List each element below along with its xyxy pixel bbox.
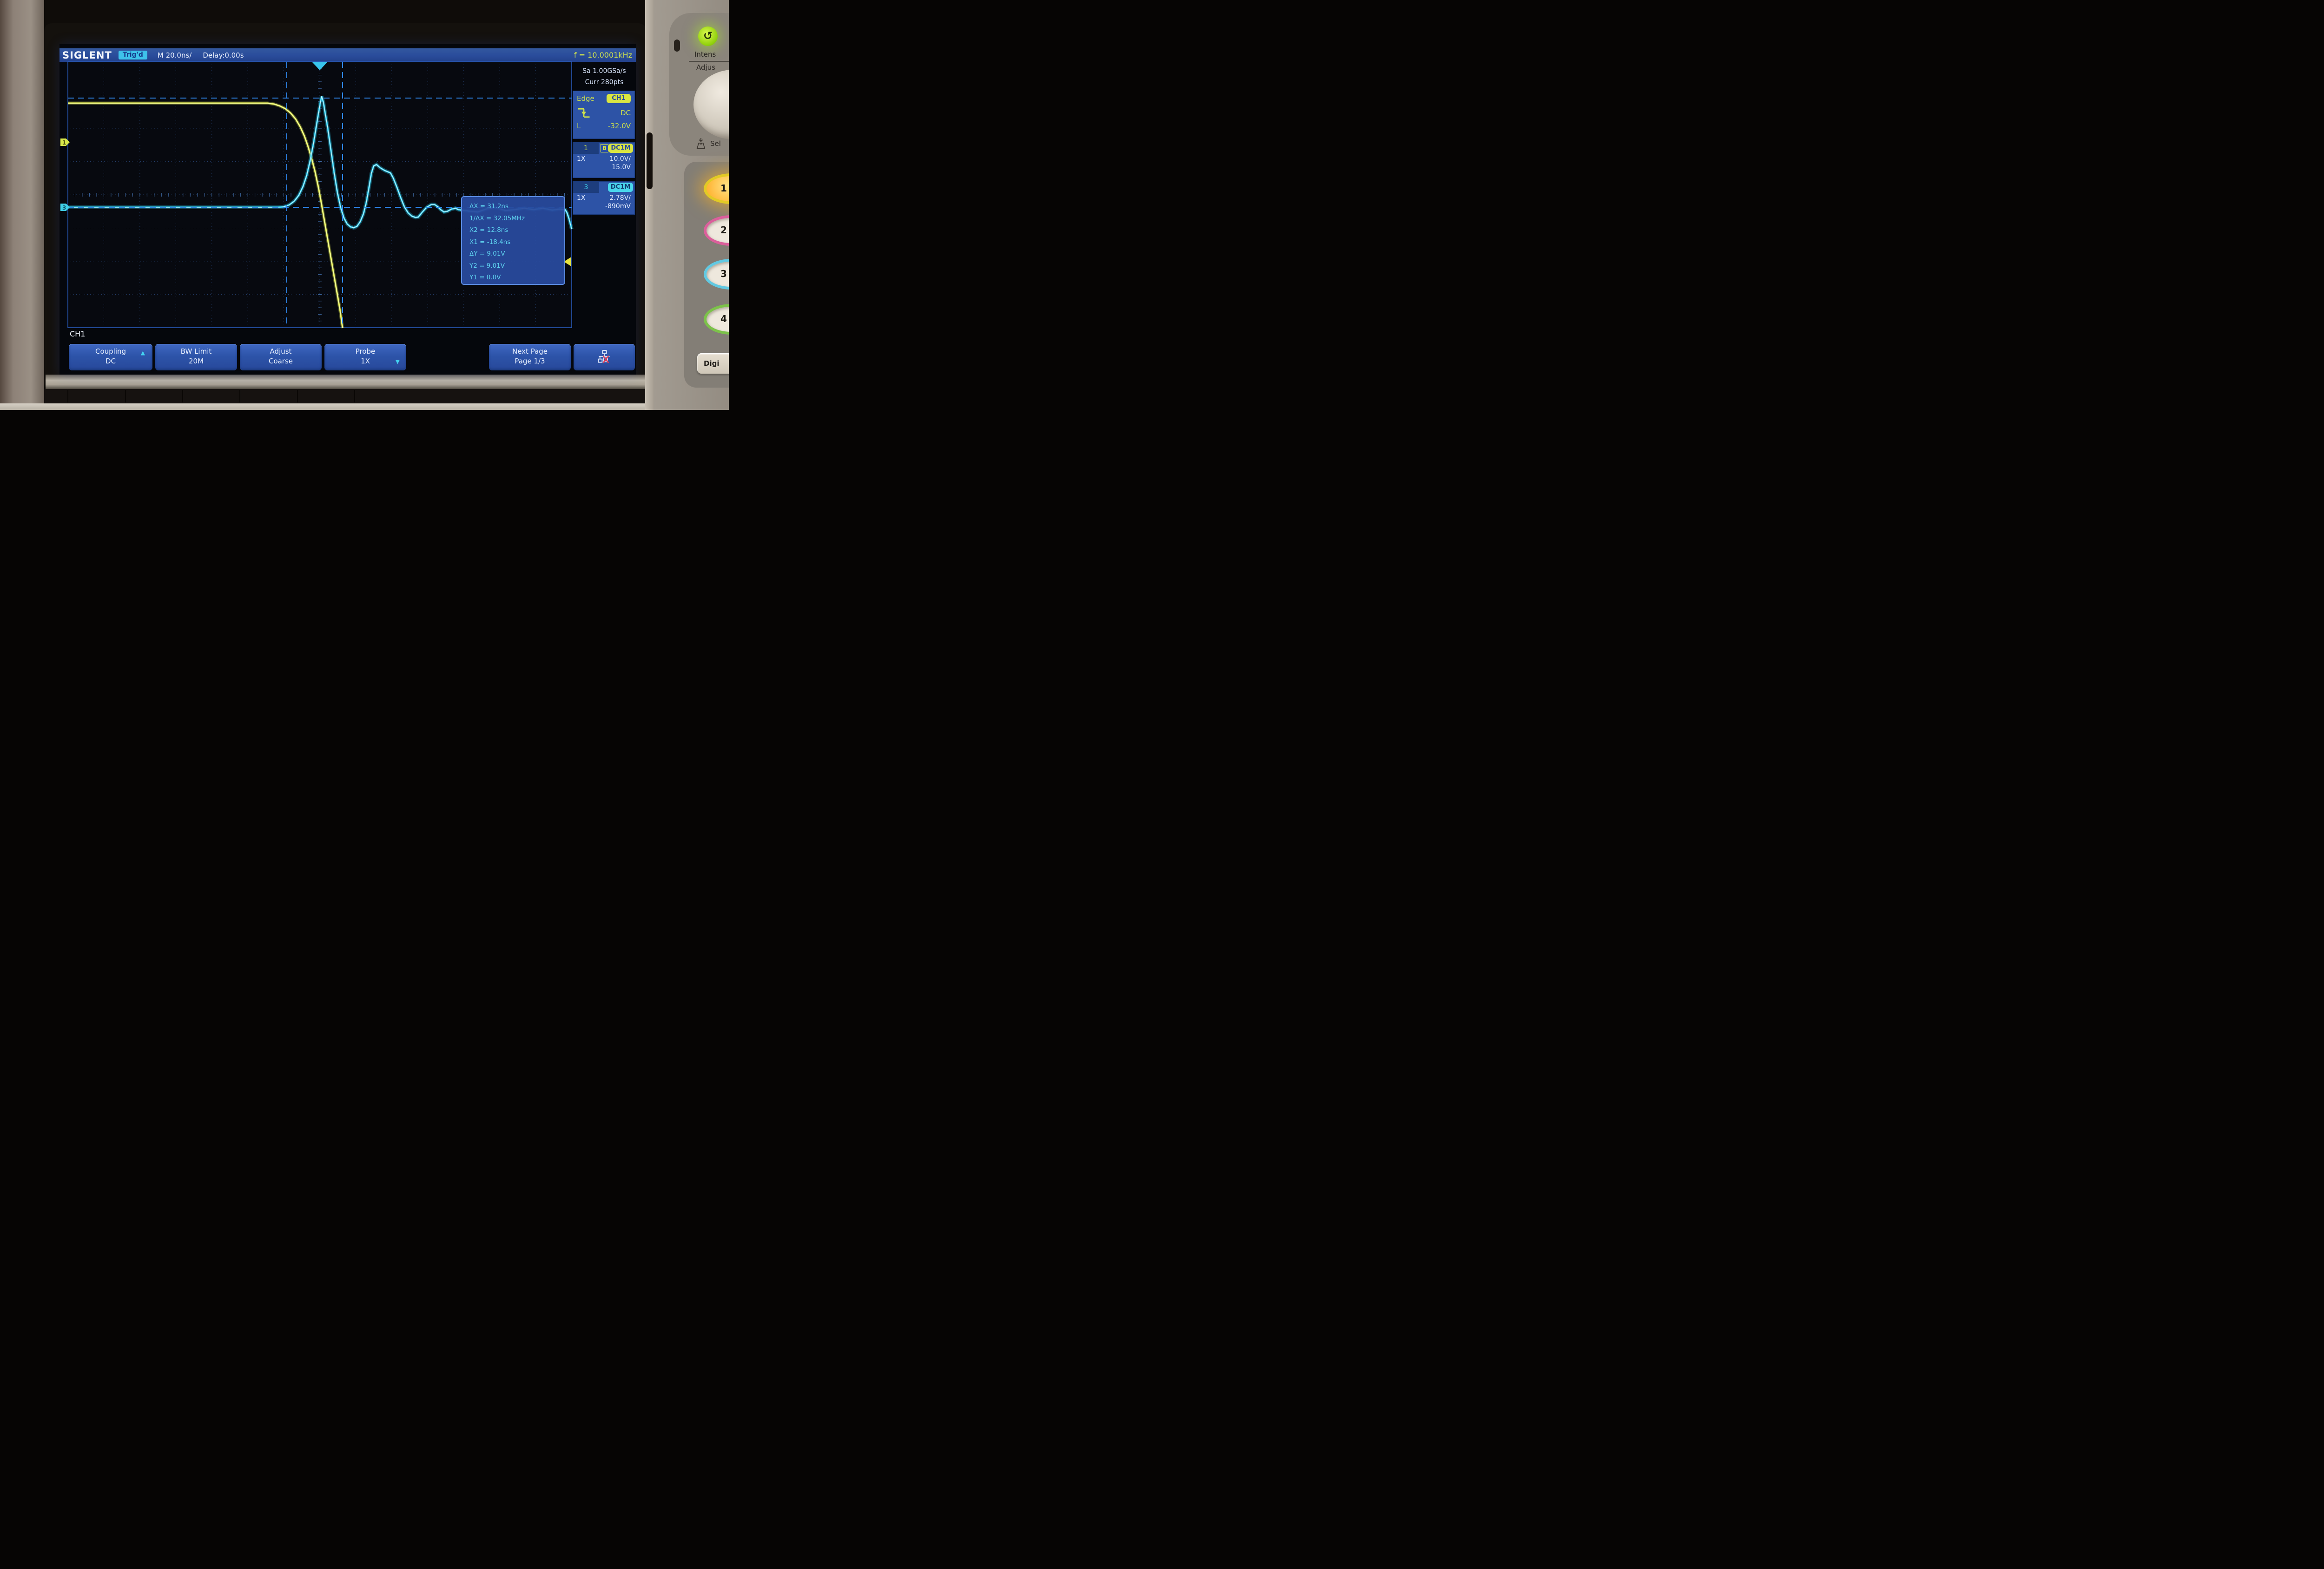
trigger-mode: Edge bbox=[577, 94, 594, 103]
intensity-label: Intens bbox=[694, 50, 716, 59]
cursor-readout-box: ΔX = 31.2ns 1/ΔX = 32.05MHz X2 = 12.8ns … bbox=[461, 196, 565, 285]
x1-value: X1 = -18.4ns bbox=[469, 238, 511, 246]
status-bar: SIGLENT Trig'd M 20.0ns/ Delay:0.00s f =… bbox=[59, 48, 636, 62]
memory-points: Curr 280pts bbox=[585, 79, 624, 86]
menu-button-coupling[interactable]: Coupling DC ▲ bbox=[69, 344, 152, 370]
down-arrow-icon: ▼ bbox=[395, 358, 400, 365]
trigger-level-label: L bbox=[577, 122, 581, 130]
delta-x-value: ΔX = 31.2ns bbox=[469, 203, 509, 210]
trigger-status-badge: Trig'd bbox=[118, 51, 147, 59]
delta-y-value: ΔY = 9.01V bbox=[469, 250, 505, 257]
lan-disconnected-icon bbox=[598, 350, 610, 363]
inv-delta-x-value: 1/ΔX = 32.05MHz bbox=[469, 214, 525, 222]
falling-edge-icon bbox=[578, 108, 590, 118]
digital-button[interactable]: Digi bbox=[697, 353, 729, 374]
push-select-icon bbox=[696, 138, 706, 149]
y1-value: Y1 = 0.0V bbox=[469, 274, 501, 281]
svg-text:1: 1 bbox=[62, 139, 66, 146]
case-ridge bbox=[645, 0, 654, 410]
sample-rate: Sa 1.00GSa/s bbox=[582, 67, 626, 75]
y2-value: Y2 = 9.01V bbox=[469, 262, 505, 270]
menu-title: CH1 bbox=[70, 330, 86, 338]
ch1-offset: 15.0V bbox=[612, 164, 631, 171]
case-left-edge bbox=[0, 0, 44, 410]
lcd-screen: SIGLENT Trig'd M 20.0ns/ Delay:0.00s f =… bbox=[59, 44, 636, 375]
panel-seam bbox=[67, 390, 68, 402]
trigger-position-icon[interactable] bbox=[312, 62, 327, 70]
trigger-source-badge: CH1 bbox=[607, 94, 631, 103]
label-divider bbox=[689, 61, 729, 62]
panel-seam bbox=[182, 390, 183, 402]
frequency-counter: f = 10.0001kHz bbox=[574, 51, 632, 59]
ch3-offset: -890mV bbox=[605, 203, 631, 210]
x2-value: X2 = 12.8ns bbox=[469, 226, 508, 234]
trigger-level-value: -32.0V bbox=[607, 122, 631, 130]
ch1-number-tab: 1 bbox=[573, 143, 599, 154]
graticule-grid bbox=[68, 62, 572, 328]
ch1-bw-limit-badge: B bbox=[600, 144, 609, 152]
intensity-button[interactable]: ↺ bbox=[698, 26, 718, 46]
timebase-readout: M 20.0ns/ bbox=[157, 51, 192, 59]
ch1-info-panel[interactable]: 1 B DC1M 1X 10.0V/ 15.0V bbox=[573, 142, 635, 178]
ch1-position-marker[interactable]: 1 bbox=[60, 138, 70, 146]
ch1-coupling-badge: DC1M bbox=[608, 144, 633, 153]
ch1-trace bbox=[68, 101, 344, 329]
menu-button-next-page[interactable]: Next Page Page 1/3 bbox=[489, 344, 571, 370]
ch3-position-marker[interactable]: 3 bbox=[60, 204, 70, 211]
adjust-label: Adjus bbox=[696, 63, 716, 72]
case-bottom-edge bbox=[0, 403, 683, 410]
menu-button-bw-limit[interactable]: BW Limit 20M bbox=[155, 344, 237, 370]
select-label: Sel bbox=[710, 139, 721, 148]
panel-seam bbox=[125, 390, 126, 402]
panel-slot bbox=[674, 40, 680, 52]
acquisition-info: Sa 1.00GSa/s Curr 280pts bbox=[573, 66, 636, 88]
svg-text:3: 3 bbox=[62, 204, 66, 211]
bezel-bottom-sheen bbox=[46, 375, 645, 389]
ch3-number-tab: 3 bbox=[573, 182, 599, 193]
up-arrow-icon: ▲ bbox=[140, 349, 145, 356]
trigger-panel[interactable]: Edge CH1 DC L -32.0V bbox=[573, 91, 635, 139]
trigger-level-icon[interactable] bbox=[564, 257, 571, 266]
panel-seam bbox=[354, 390, 355, 402]
menu-button-probe[interactable]: Probe 1X ▼ bbox=[324, 344, 406, 370]
ch1-probe: 1X bbox=[577, 155, 586, 163]
panel-seam bbox=[239, 390, 240, 402]
graticule-border bbox=[67, 61, 572, 328]
bezel-slot bbox=[647, 132, 653, 189]
menu-button-adjust[interactable]: Adjust Coarse bbox=[240, 344, 322, 370]
ch1-scale: 10.0V/ bbox=[609, 155, 631, 163]
network-status-panel bbox=[574, 344, 635, 370]
below-screen-strip bbox=[44, 389, 645, 403]
ch3-coupling-badge: DC1M bbox=[608, 183, 633, 192]
trigger-coupling: DC bbox=[620, 109, 631, 117]
ch3-probe: 1X bbox=[577, 194, 586, 202]
ch3-info-panel[interactable]: 3 DC1M 1X 2.78V/ -890mV bbox=[573, 181, 635, 215]
panel-seam bbox=[297, 390, 298, 402]
rotate-icon: ↺ bbox=[703, 29, 713, 42]
oscilloscope-front-panel: SIGLENT Trig'd M 20.0ns/ Delay:0.00s f =… bbox=[0, 0, 729, 410]
ch3-scale: 2.78V/ bbox=[609, 194, 631, 202]
brand-logo: SIGLENT bbox=[62, 49, 112, 61]
delay-readout: Delay:0.00s bbox=[203, 51, 244, 59]
